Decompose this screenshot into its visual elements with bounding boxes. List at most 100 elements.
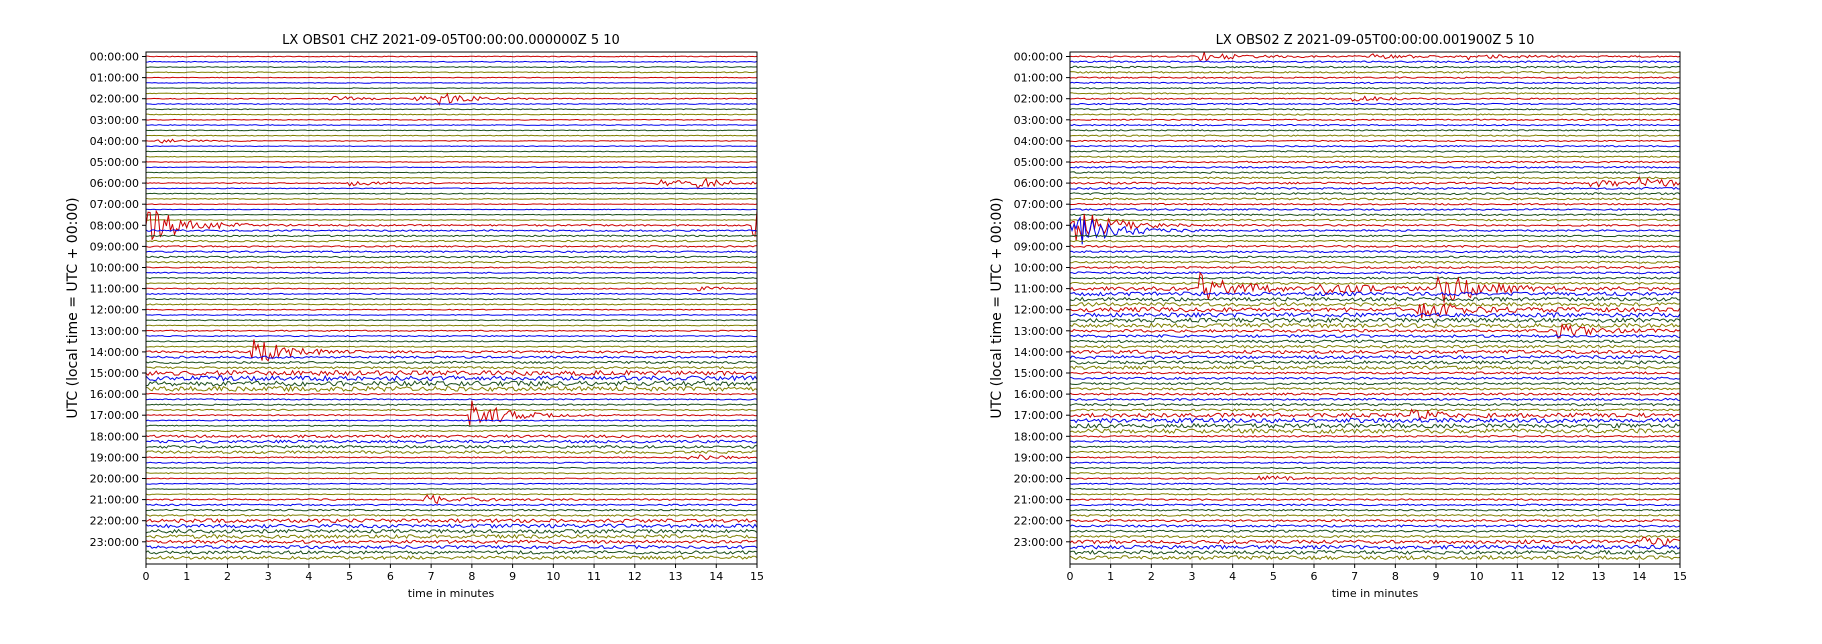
y-tick-label: 00:00:00: [1014, 51, 1063, 64]
trace-row: [1069, 51, 1681, 62]
y-tick-label: 02:00:00: [1014, 93, 1063, 106]
trace-row: [145, 450, 758, 455]
trace-row: [145, 192, 758, 195]
trace-row: [146, 303, 758, 306]
y-tick-label: 14:00:00: [90, 346, 139, 359]
trace-row: [145, 177, 758, 190]
x-tick-label: 10: [1470, 570, 1484, 583]
trace-row: [1069, 417, 1681, 424]
x-tick-label: 4: [305, 570, 312, 583]
trace-row: [1069, 311, 1681, 319]
trace-row: [145, 239, 758, 243]
trace-row: [1069, 102, 1681, 106]
trace-row: [145, 166, 758, 169]
x-tick-label: 15: [1673, 570, 1687, 583]
trace-row: [145, 360, 758, 365]
trace-row: [145, 155, 758, 158]
trace-row: [145, 60, 758, 63]
trace-row: [1069, 160, 1681, 164]
trace-row: [1069, 186, 1681, 190]
dayplot-panel-obs02: LX OBS02 Z 2021-09-05T00:00:00.001900Z 5…: [989, 33, 1687, 600]
plot-frame: [1069, 51, 1681, 565]
y-tick-label: 13:00:00: [90, 325, 139, 338]
y-tick-label: 18:00:00: [1014, 430, 1063, 443]
trace-row: [1069, 234, 1681, 238]
trace-row: [1069, 265, 1681, 269]
x-tick-label: 3: [1189, 570, 1196, 583]
trace-row: [145, 324, 758, 327]
trace-row: [145, 461, 758, 464]
trace-row: [1069, 113, 1681, 116]
trace-row: [1070, 519, 1681, 523]
chart-title: LX OBS02 Z 2021-09-05T00:00:00.001900Z 5…: [1216, 33, 1535, 48]
y-tick-label: 02:00:00: [90, 93, 139, 106]
y-tick-label: 10:00:00: [1014, 262, 1063, 275]
trace-row: [145, 528, 758, 534]
trace-row: [1069, 349, 1681, 355]
trace-row: [1069, 365, 1681, 371]
trace-row: [145, 124, 758, 126]
trace-row: [145, 208, 758, 211]
chart-title: LX OBS01 CHZ 2021-09-05T00:00:00.000000Z…: [282, 33, 620, 48]
y-tick-label: 13:00:00: [1014, 325, 1063, 338]
trace-row: [145, 150, 758, 153]
y-tick-label: 20:00:00: [1014, 473, 1063, 486]
x-axis-label: time in minutes: [1332, 587, 1419, 600]
x-tick-label: 9: [1433, 570, 1440, 583]
x-tick-label: 13: [1592, 570, 1606, 583]
trace-row: [145, 472, 758, 475]
trace-row: [145, 544, 758, 550]
trace-row: [145, 219, 758, 221]
y-tick-label: 07:00:00: [90, 198, 139, 211]
trace-row: [1069, 296, 1681, 302]
x-tick-label: 4: [1229, 570, 1236, 583]
trace-row: [145, 366, 758, 370]
trace-row: [1069, 376, 1681, 380]
y-tick-label: 14:00:00: [1014, 346, 1063, 359]
trace-row: [1069, 215, 1680, 245]
x-tick-label: 11: [1510, 570, 1524, 583]
trace-row: [145, 518, 758, 524]
y-tick-label: 15:00:00: [1014, 367, 1063, 380]
trace-row: [145, 209, 758, 242]
trace-row: [1069, 213, 1681, 241]
trace-row: [1069, 123, 1681, 127]
trace-row: [1069, 508, 1680, 512]
trace-row: [1069, 134, 1681, 137]
trace-row: [145, 339, 758, 362]
trace-row: [145, 129, 758, 132]
y-tick-label: 16:00:00: [1014, 388, 1063, 401]
x-tick-label: 11: [587, 570, 601, 583]
y-tick-label: 19:00:00: [90, 451, 139, 464]
trace-row: [1069, 218, 1681, 222]
trace-row: [1070, 165, 1681, 169]
trace-row: [145, 255, 758, 259]
trace-row: [145, 319, 758, 322]
y-tick-label: 23:00:00: [1014, 536, 1063, 549]
trace-row: [145, 161, 758, 163]
trace-row: [145, 203, 758, 206]
x-tick-label: 5: [346, 570, 353, 583]
trace-row: [145, 298, 758, 301]
trace-row: [1069, 513, 1681, 517]
y-tick-label: 04:00:00: [1014, 135, 1063, 148]
trace-row: [145, 424, 758, 427]
y-tick-label: 20:00:00: [90, 473, 139, 486]
trace-row: [145, 282, 758, 285]
y-tick-label: 22:00:00: [1014, 515, 1063, 528]
trace-row: [1069, 339, 1681, 344]
trace-row: [146, 82, 758, 84]
trace-row: [145, 213, 758, 216]
trace-row: [145, 308, 758, 311]
trace-row: [1069, 276, 1681, 280]
trace-row: [145, 398, 758, 401]
trace-row: [145, 340, 758, 343]
trace-row: [145, 260, 758, 264]
trace-row: [1070, 129, 1681, 132]
y-tick-label: 06:00:00: [90, 177, 139, 190]
trace-row: [145, 523, 758, 529]
y-tick-label: 15:00:00: [90, 367, 139, 380]
y-tick-label: 08:00:00: [1014, 219, 1063, 232]
trace-row: [1069, 392, 1681, 396]
x-axis-ticks: 0 1 2 3 4 5 6 7 8 9 10 11 12 13 14 15: [143, 564, 764, 583]
